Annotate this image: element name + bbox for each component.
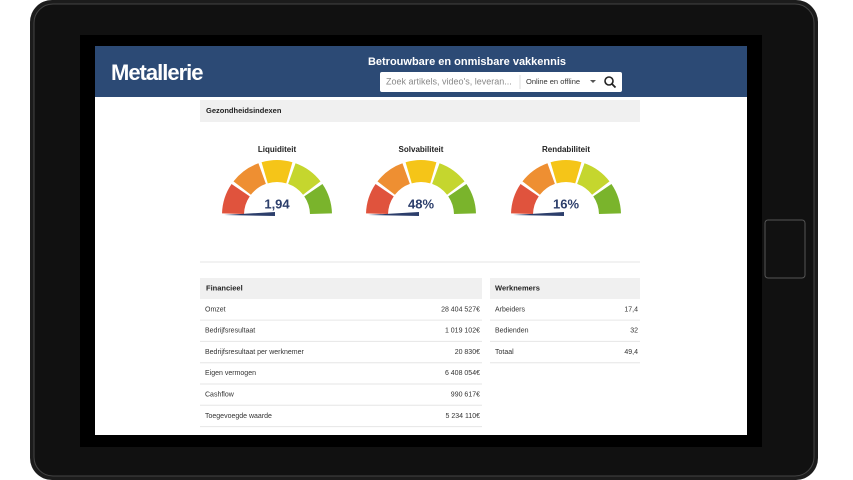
gauge-segment	[261, 160, 293, 184]
row-value: 990 617€	[451, 392, 480, 399]
row-value: 1 019 102€	[445, 328, 480, 335]
gauge-label: Rendabiliteit	[542, 145, 590, 154]
row-label: Bedrijfsresultaat per werknemer	[205, 349, 304, 356]
gauge-value: 1,94	[264, 196, 290, 211]
section-title: Gezondheidsindexen	[206, 106, 282, 115]
row-value: 49,4	[624, 349, 638, 356]
gauge-value: 48%	[408, 196, 434, 211]
gauge-segment	[432, 163, 465, 195]
dropdown-arrow[interactable]	[590, 80, 596, 83]
gauge-segment	[577, 163, 610, 195]
table-header	[490, 278, 640, 299]
gauge-segment	[366, 184, 394, 215]
gauge-segment	[377, 163, 410, 195]
row-label: Bedrijfsresultaat	[205, 328, 255, 335]
row-value: 20 830€	[455, 349, 480, 356]
row-label: Eigen vermogen	[205, 370, 256, 377]
row-label: Omzet	[205, 306, 226, 313]
gauge-segment	[288, 163, 321, 195]
gauge-segment	[304, 184, 332, 215]
row-label: Toegevoegde waarde	[205, 413, 272, 420]
row-value: 32	[630, 328, 638, 335]
table-title: Werknemers	[495, 283, 540, 292]
gauge-segment	[522, 163, 555, 195]
table-header	[200, 278, 482, 299]
logo[interactable]: Metallerie	[111, 60, 204, 85]
row-value: 17,4	[624, 306, 638, 313]
gauge-segment	[511, 184, 539, 215]
search-icon-handle	[611, 83, 617, 89]
tagline: Betrouwbare en onmisbare vakkennis	[368, 56, 566, 68]
row-label: Bedienden	[495, 328, 529, 335]
table-title: Financieel	[206, 283, 243, 292]
gauge-segment	[593, 184, 621, 215]
search-placeholder[interactable]: Zoek artikels, video's, leveran...	[386, 76, 512, 86]
gauge-needle	[224, 212, 275, 216]
home-button[interactable]	[764, 219, 806, 279]
gauge-segment	[405, 160, 437, 184]
gauge-needle	[513, 212, 564, 216]
row-label: Totaal	[495, 349, 514, 356]
row-value: 6 408 054€	[445, 370, 480, 377]
search-box[interactable]	[380, 72, 622, 92]
search-scope[interactable]: Online en offline	[526, 77, 580, 86]
gauge-label: Liquiditeit	[258, 145, 297, 154]
section-bar	[200, 100, 640, 122]
row-value: 28 404 527€	[441, 306, 480, 313]
gauge-label: Solvabiliteit	[399, 145, 444, 154]
gauge-segment	[448, 184, 476, 215]
row-value: 5 234 110€	[445, 413, 480, 420]
gauge-needle	[368, 212, 419, 216]
row-label: Arbeiders	[495, 306, 525, 313]
gauge-value: 16%	[553, 196, 579, 211]
row-label: Cashflow	[205, 392, 235, 399]
gauge-segment	[550, 160, 582, 184]
gauge-segment	[233, 163, 266, 195]
gauge-segment	[222, 184, 250, 215]
search-icon[interactable]	[604, 76, 614, 86]
